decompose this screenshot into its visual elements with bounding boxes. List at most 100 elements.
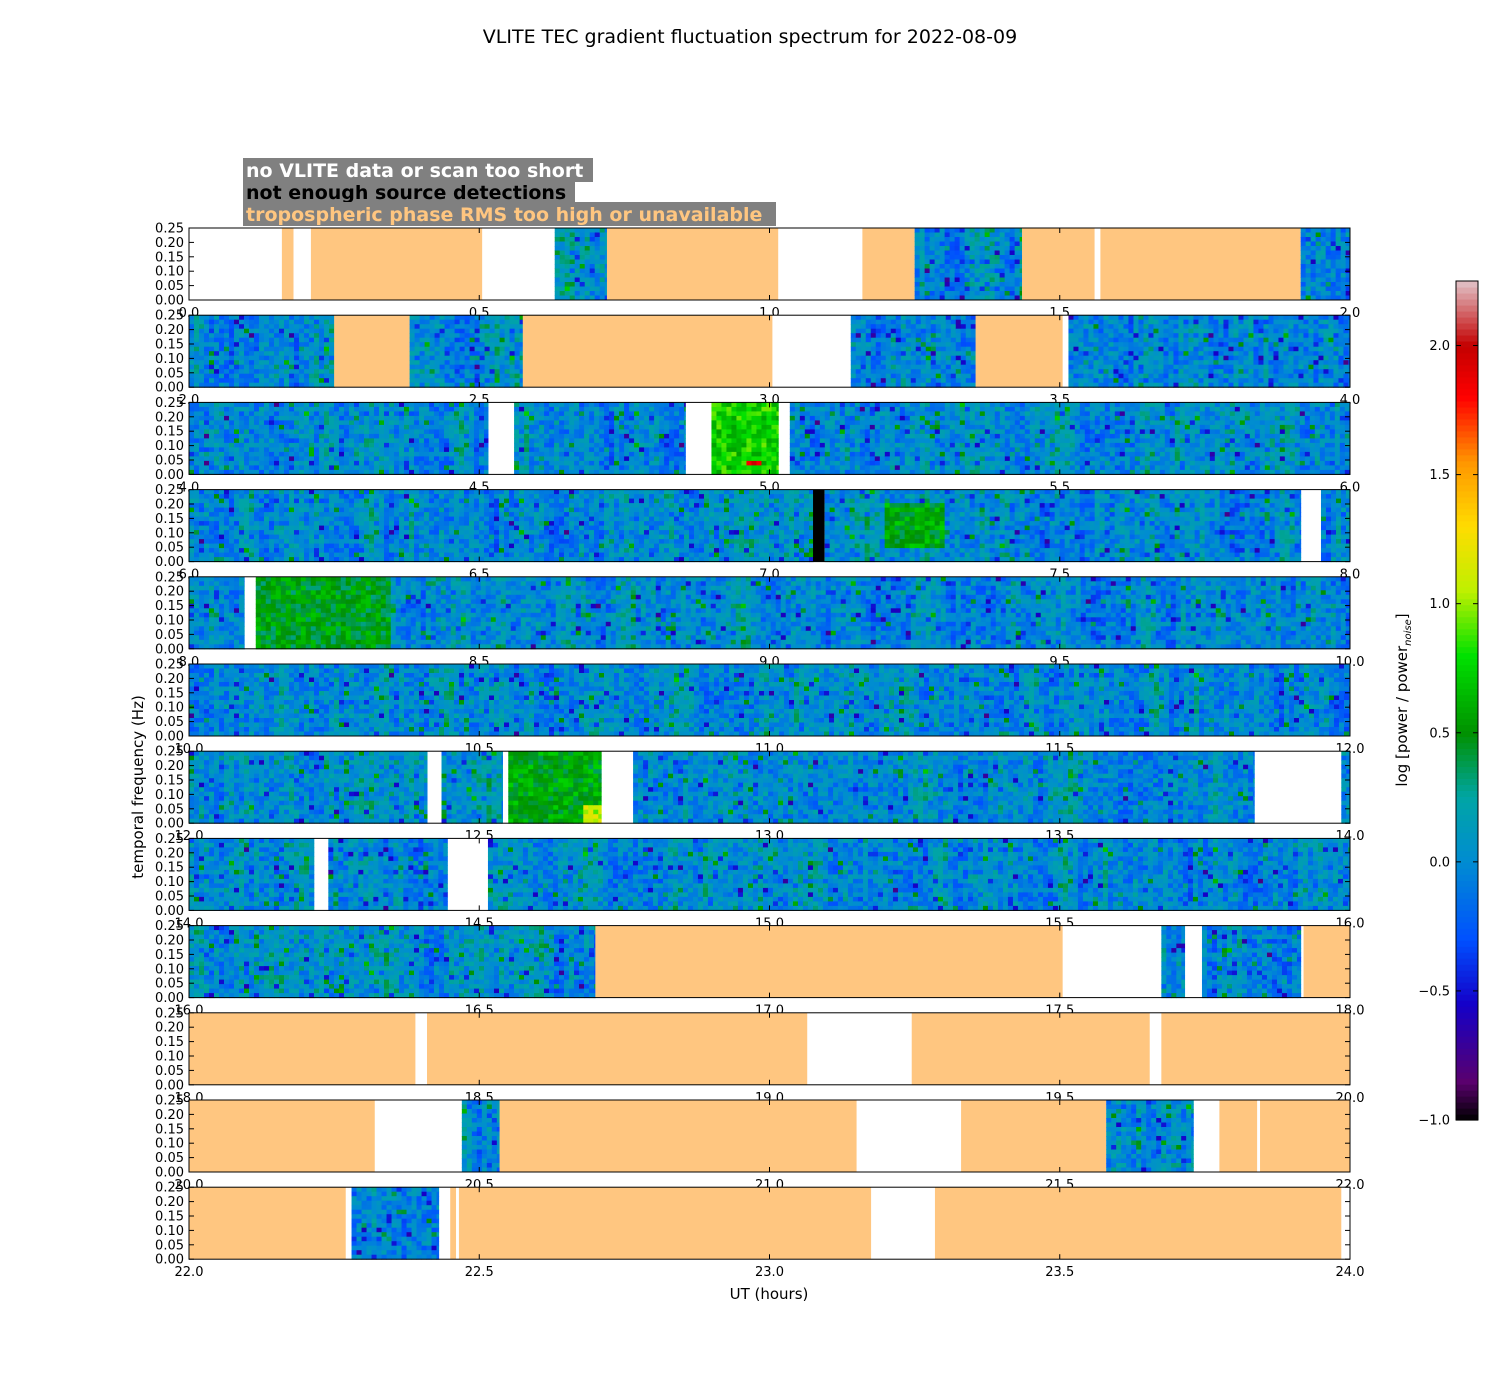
spectrum-cell <box>1306 273 1312 278</box>
spectrum-cell <box>430 360 436 365</box>
spectrum-cell <box>555 260 561 265</box>
spectrum-cell <box>209 374 215 379</box>
spectrum-cell <box>309 347 315 352</box>
spectrum-cell <box>990 255 996 260</box>
spectrum-cell <box>249 378 255 383</box>
spectrum-cell <box>1331 255 1337 260</box>
spectrum-cell <box>1010 269 1016 274</box>
spectrum-cell <box>1005 242 1011 247</box>
spectrum-cell <box>199 347 205 352</box>
spectrum-cell <box>209 324 215 329</box>
spectrum-cell <box>945 269 951 274</box>
spectrum-cell <box>460 369 466 374</box>
spectrum-cell <box>1331 242 1337 247</box>
spectrum-cell <box>324 356 330 361</box>
spectrum-cell <box>264 356 270 361</box>
spectrum-cell <box>224 342 230 347</box>
spectrum-cell <box>600 233 606 238</box>
spectrum-cell <box>935 282 941 287</box>
spectrum-cell <box>995 264 1001 269</box>
spectrum-cell <box>935 278 941 283</box>
spectrum-cell <box>955 282 961 287</box>
spectrum-segment <box>1301 228 1351 301</box>
spectrum-cell <box>415 342 421 347</box>
spectrum-cell <box>410 315 416 320</box>
spectrum-cell <box>239 320 245 325</box>
spectrum-cell <box>465 324 471 329</box>
spectrum-cell <box>920 233 926 238</box>
spectrum-cell <box>965 246 971 251</box>
spectrum-cell <box>920 264 926 269</box>
spectrum-cell <box>264 378 270 383</box>
spectrum-cell <box>935 260 941 265</box>
spectrum-cell <box>560 255 566 260</box>
spectrum-cell <box>209 365 215 370</box>
spectrum-cell <box>189 360 195 365</box>
spectrum-cell <box>425 378 431 383</box>
spectrum-cell <box>1301 233 1307 238</box>
spectrum-cell <box>935 242 941 247</box>
spectrum-cell <box>324 351 330 356</box>
spectrum-cell <box>309 365 315 370</box>
spectrum-cell <box>945 242 951 247</box>
spectrum-cell <box>1301 251 1307 256</box>
spectrum-cell <box>189 369 195 374</box>
spectrum-cell <box>209 329 215 334</box>
spectrum-cell <box>995 269 1001 274</box>
spectrum-cell <box>1311 242 1317 247</box>
spectrum-cell <box>980 233 986 238</box>
spectrum-cell <box>264 320 270 325</box>
legend-tropo: tropospheric phase RMS too high or unava… <box>246 204 762 226</box>
spectrum-cell <box>595 264 601 269</box>
spectrum-cell <box>244 342 250 347</box>
spectrum-cell <box>970 287 976 292</box>
spectrum-cell <box>975 228 981 233</box>
spectrum-cell <box>465 329 471 334</box>
spectrum-cell <box>274 374 280 379</box>
spectrum-cell <box>1326 291 1332 296</box>
spectrum-cell <box>199 369 205 374</box>
spectrum-cell <box>420 369 426 374</box>
spectrum-cell <box>314 360 320 365</box>
spectrum-cell <box>440 351 446 356</box>
spectrum-cell <box>299 315 305 320</box>
spectrum-cell <box>224 351 230 356</box>
spectrum-cell <box>1336 273 1342 278</box>
spectrum-cell <box>455 320 461 325</box>
spectrum-cell <box>289 324 295 329</box>
spectrum-cell <box>585 264 591 269</box>
spectrum-cell <box>925 242 931 247</box>
spectrum-cell <box>580 251 586 256</box>
spectrum-cell <box>1326 251 1332 256</box>
spectrum-cell <box>284 333 290 338</box>
spectrum-segment <box>410 315 524 388</box>
spectrum-cell <box>234 324 240 329</box>
spectrum-cell <box>289 360 295 365</box>
spectrum-cell <box>575 291 581 296</box>
spectrum-cell <box>304 315 310 320</box>
spectrum-cell <box>460 338 466 343</box>
spectrum-cell <box>950 269 956 274</box>
spectrum-cell <box>480 347 486 352</box>
spectrum-cell <box>970 291 976 296</box>
spectrum-cell <box>249 315 255 320</box>
tropo-segment <box>862 228 914 300</box>
spectrum-cell <box>259 374 265 379</box>
spectrum-cell <box>319 347 325 352</box>
spectrum-cell <box>279 356 285 361</box>
spectrum-cell <box>1336 278 1342 283</box>
spectrum-cell <box>1015 269 1021 274</box>
spectrum-cell <box>465 338 471 343</box>
spectrum-cell <box>299 338 305 343</box>
spectrum-cell <box>595 260 601 265</box>
spectrum-cell <box>284 365 290 370</box>
spectrum-cell <box>214 365 220 370</box>
spectrum-cell <box>269 342 275 347</box>
spectrum-cell <box>470 365 476 370</box>
spectrum-cell <box>575 242 581 247</box>
spectrum-cell <box>274 338 280 343</box>
spectrum-cell <box>189 342 195 347</box>
spectrum-cell <box>965 260 971 265</box>
spectrum-cell <box>299 356 305 361</box>
spectrum-cell <box>965 287 971 292</box>
